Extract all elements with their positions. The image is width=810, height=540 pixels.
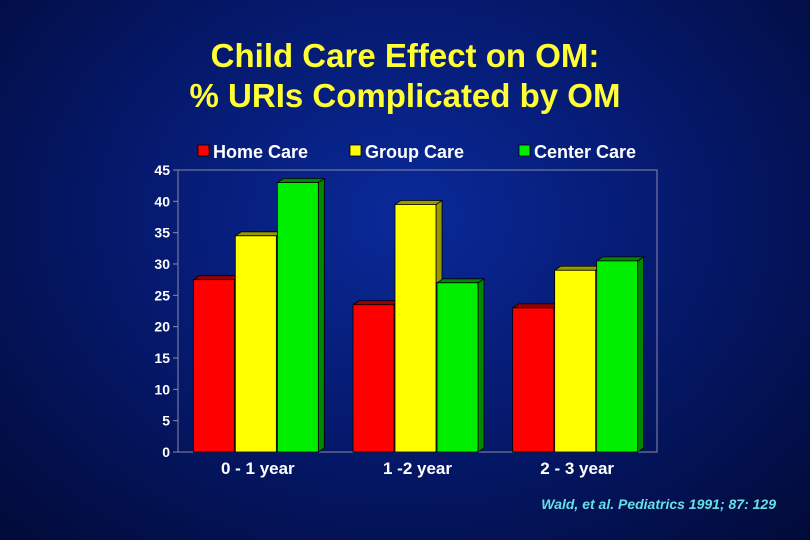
x-tick-label: 1 -2 year — [383, 459, 452, 478]
title-line-2: % URIs Complicated by OM — [189, 77, 621, 114]
bar-front — [436, 282, 479, 453]
bar-top — [393, 200, 444, 205]
y-tick-label: 30 — [154, 256, 170, 272]
title-line-1: Child Care Effect on OM: — [210, 37, 600, 74]
y-tick-label: 45 — [154, 162, 170, 178]
bars — [192, 177, 645, 453]
bar — [511, 303, 561, 453]
legend-swatch — [349, 144, 362, 157]
bar-front — [276, 182, 319, 453]
citation: Wald, et al. Pediatrics 1991; 87: 129 — [541, 496, 776, 512]
x-tick-label: 0 - 1 year — [221, 459, 295, 478]
chart-title: Child Care Effect on OM: % URIs Complica… — [0, 36, 810, 116]
legend-swatch — [197, 144, 210, 157]
legend-entry: Center Care — [518, 142, 636, 162]
bar — [234, 231, 284, 453]
bar-top — [351, 300, 402, 306]
y-tick-label: 40 — [154, 193, 170, 209]
bar-top — [553, 265, 603, 271]
y-tick-label: 35 — [154, 225, 170, 241]
legend-label: Group Care — [365, 142, 464, 162]
y-tick-label: 10 — [154, 381, 170, 397]
bar-front — [554, 269, 597, 453]
bar — [435, 278, 486, 453]
bar-top — [435, 278, 486, 284]
bar-side — [477, 278, 485, 453]
bar — [276, 177, 326, 453]
legend-label: Home Care — [213, 142, 308, 162]
bar-front — [234, 235, 277, 453]
y-tick-label: 5 — [162, 413, 170, 429]
bar-top — [595, 256, 645, 262]
bar-front — [394, 204, 437, 453]
y-axis: 45 40 35 30 25 20 15 10 5 0 — [154, 162, 178, 460]
legend-swatch — [518, 144, 531, 157]
legend-entry: Group Care — [349, 142, 464, 162]
y-tick-label: 0 — [162, 444, 170, 460]
bar-top — [276, 178, 326, 183]
bar — [192, 274, 242, 453]
y-tick-label: 25 — [154, 287, 170, 303]
bar — [595, 256, 645, 453]
bar — [351, 299, 402, 453]
y-tick-label: 15 — [154, 350, 170, 366]
bar — [553, 265, 603, 453]
bar-top — [234, 231, 284, 237]
legend: Home Care Group Care Center Care — [197, 142, 636, 162]
y-tick-label: 20 — [154, 319, 170, 335]
bar — [393, 199, 444, 453]
x-tick-label: 2 - 3 year — [540, 459, 614, 478]
bar-front — [596, 260, 639, 453]
legend-label: Center Care — [534, 142, 636, 162]
bar-top — [192, 275, 242, 281]
bar-front — [352, 304, 395, 453]
bar-front — [192, 279, 235, 453]
bar-top — [511, 303, 561, 309]
bar-front — [512, 307, 555, 453]
x-axis: 0 - 1 year 1 -2 year 2 - 3 year — [221, 459, 614, 478]
bar-side — [637, 256, 645, 453]
bar-side — [317, 177, 325, 453]
legend-entry: Home Care — [197, 142, 308, 162]
